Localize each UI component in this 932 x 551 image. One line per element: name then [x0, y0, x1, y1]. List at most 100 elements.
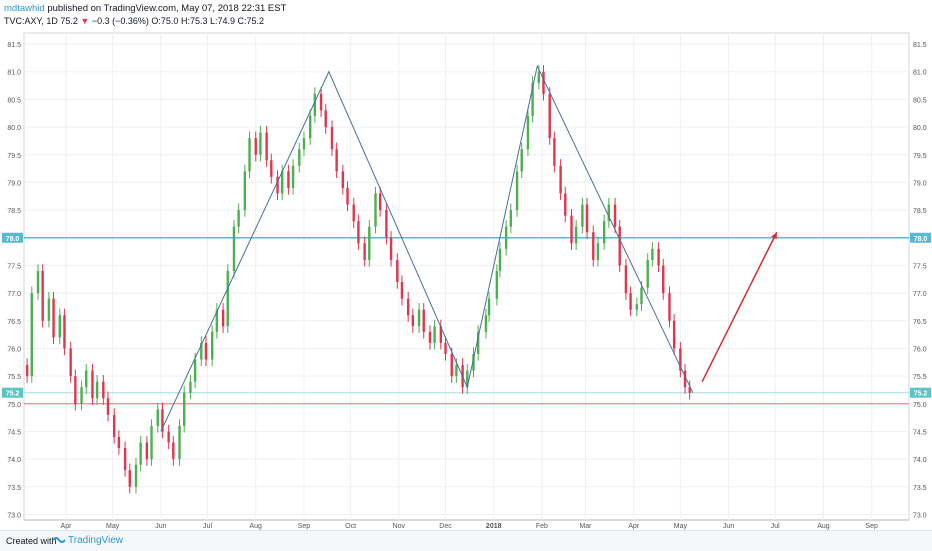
- author-link[interactable]: mdtawhid: [4, 3, 45, 14]
- y-tick-label-right: 74.0: [913, 457, 927, 464]
- projection-arrow: [701, 231, 778, 382]
- y-tick-label-left: 74.5: [7, 429, 21, 436]
- candle-body: [495, 270, 499, 299]
- pattern-lines: [160, 64, 694, 432]
- price-badge-right: [910, 387, 931, 398]
- candle-body: [602, 221, 606, 244]
- candle-body: [63, 315, 66, 349]
- candle-body: [487, 298, 491, 316]
- candle-body: [319, 93, 323, 111]
- y-axis-right: 73.0 73.5 74.0 74.5 75.0 75.5 76.0 76.5 77.0 77.5…: [913, 42, 927, 519]
- y-tick-label-left: 80.5: [7, 97, 21, 104]
- candle-body: [368, 226, 371, 260]
- x-tick-label: May: [106, 523, 120, 530]
- candle-body: [618, 226, 621, 266]
- candle-body: [651, 248, 654, 260]
- x-tick-label: Jun: [723, 523, 734, 530]
- candle-body: [526, 116, 530, 150]
- candle-body: [433, 326, 436, 343]
- candle-body: [113, 414, 116, 437]
- candle-body: [330, 127, 334, 150]
- tradingview-brand-link[interactable]: TradingView: [68, 535, 124, 546]
- y-tick-label-left: 74.0: [7, 457, 21, 464]
- candle-body: [679, 348, 682, 371]
- candle-body: [607, 204, 611, 222]
- candle-body: [221, 309, 225, 327]
- candle-body: [95, 381, 99, 399]
- footer-bar: Created with TradingView: [0, 530, 932, 551]
- candle-body: [520, 149, 523, 172]
- y-tick-label-right: 74.5: [913, 429, 927, 436]
- arrow-head-icon: [771, 232, 777, 240]
- x-tick-label: Oct: [345, 523, 356, 530]
- x-tick-label: Aug: [817, 523, 830, 530]
- x-tick-label: Dec: [439, 523, 452, 530]
- candle-body: [662, 265, 665, 294]
- price-chart[interactable]: 73.0 73.5 74.0 74.5 75.0 75.5 76.0 76.5 77.0 77.5…: [0, 0, 932, 530]
- candle-body: [287, 171, 290, 188]
- candle-body: [172, 442, 175, 460]
- candle-body: [363, 243, 366, 260]
- y-tick-label-left: 81.0: [7, 70, 21, 77]
- candle-body: [422, 309, 425, 332]
- y-tick-label-right: 76.0: [913, 346, 927, 353]
- candle-body: [646, 259, 649, 288]
- candle-body: [85, 370, 88, 388]
- candle-body: [450, 353, 453, 377]
- symbol-line: TVC:AXY, 1D 75.2 ▼ −0.3 (−0.36%) O:75.0 …: [4, 15, 904, 28]
- candle-body: [585, 204, 589, 233]
- candle-body: [564, 193, 567, 216]
- x-tick-label: May: [674, 523, 688, 530]
- x-tick-label: Mar: [579, 523, 592, 530]
- candle-body: [537, 71, 541, 83]
- x-tick-label: Aug: [250, 523, 263, 530]
- candle-body: [498, 248, 502, 271]
- candle-body: [265, 132, 268, 161]
- candle-body: [640, 287, 643, 305]
- candle-body: [400, 282, 404, 299]
- y-tick-label-right: 79.5: [913, 153, 927, 160]
- candle-body: [150, 425, 153, 460]
- y-axis-left: 73.0 73.5 74.0 74.5 75.0 75.5 76.0 76.5 77.0 77.5…: [7, 42, 21, 519]
- candle-body: [156, 409, 159, 426]
- x-tick-label: Sep: [865, 523, 878, 530]
- price-badge-left-label: 75.2: [6, 391, 20, 398]
- candle-body: [204, 342, 208, 360]
- y-tick-label-left: 75.0: [7, 402, 21, 409]
- y-tick-label-right: 78.5: [913, 208, 927, 215]
- candle-body: [308, 116, 312, 139]
- candle-body: [476, 331, 480, 354]
- candle-body: [455, 365, 458, 377]
- candle-body: [683, 370, 687, 388]
- candle-body: [134, 464, 138, 487]
- candle-body: [25, 365, 29, 377]
- y-tick-label-right: 81.0: [913, 70, 927, 77]
- candle-body: [280, 171, 284, 194]
- plot-area: [23, 32, 910, 521]
- y-tick-label-right: 76.5: [913, 319, 927, 326]
- double-top-pattern-line: [160, 64, 694, 432]
- candle-body: [484, 315, 488, 332]
- y-tick-label-left: 77.5: [7, 263, 21, 270]
- y-tick-label-right: 77.5: [913, 263, 927, 270]
- candle-body: [531, 82, 534, 117]
- candle-body: [411, 315, 415, 327]
- candle-body: [161, 409, 164, 432]
- candle-body: [298, 149, 301, 166]
- candle-body: [259, 132, 262, 155]
- candle-body: [613, 204, 617, 227]
- symbol: TVC:AXY, 1D: [4, 16, 58, 26]
- candle-body: [657, 248, 660, 266]
- y-tick-label-right: 79.0: [913, 180, 927, 187]
- y-tick-label-right: 73.5: [913, 485, 927, 492]
- candle-body: [102, 381, 105, 399]
- candle-body: [574, 226, 578, 244]
- x-tick-label: Apr: [628, 523, 640, 530]
- candle-body: [466, 370, 469, 388]
- candle-body: [406, 298, 410, 316]
- publish-line: mdtawhid published on TradingView.com, M…: [4, 2, 904, 15]
- candle-body: [542, 71, 545, 94]
- x-axis-labels: Apr May Jun Jul Aug Sep Oct Nov Dec 2018 Feb Mar Apr…: [61, 523, 878, 530]
- y-tick-label-left: 79.5: [7, 153, 21, 160]
- down-arrow-icon: ▼: [80, 16, 90, 26]
